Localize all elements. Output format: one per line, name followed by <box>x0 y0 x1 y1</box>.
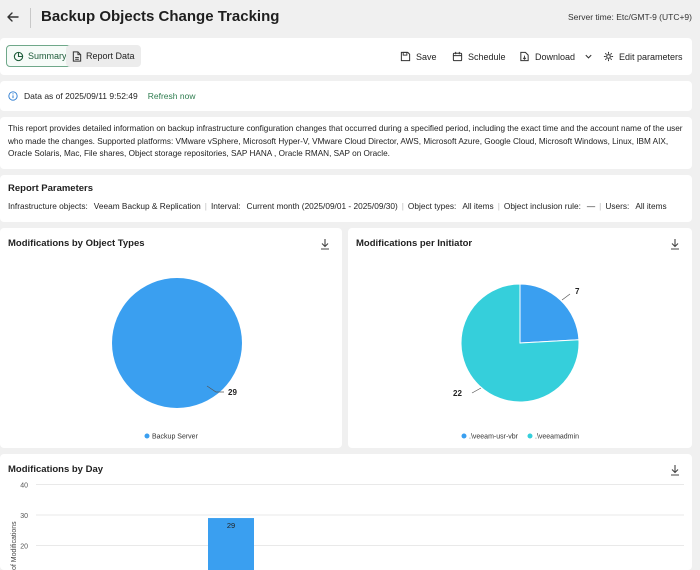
description-card: This report provides detailed informatio… <box>0 117 692 169</box>
param-value: Current month (2025/09/01 - 2025/09/30) <box>246 201 398 211</box>
tab-summary[interactable]: Summary <box>6 45 74 67</box>
pie-chart-initiator: 7 22 .\veeam-usr-vbr .\veeamadmin <box>453 283 580 441</box>
bar[interactable] <box>208 518 254 570</box>
download-label: Download <box>535 51 576 62</box>
legend-entry: Backup Server <box>152 434 199 441</box>
param-label: Users: <box>605 201 630 211</box>
bar-chart-by-day: 20 30 40 of Modifications 29 <box>11 483 684 570</box>
y-tick-label: 40 <box>20 483 28 490</box>
download-icon[interactable] <box>320 238 330 250</box>
chart-card-object-types: Modifications by Object Types 29 Backup … <box>0 228 342 448</box>
pie-slices <box>460 283 580 403</box>
pie-slice-1[interactable] <box>460 283 580 403</box>
data-label: 29 <box>228 388 237 397</box>
summary-icon <box>13 51 24 61</box>
param-label: Object inclusion rule: <box>503 201 581 211</box>
download-button[interactable]: Download <box>519 51 593 62</box>
gridlines: 20 30 40 <box>20 483 684 551</box>
toolbar: Summary Report Data Save Schedule Downlo… <box>0 38 692 75</box>
save-button[interactable]: Save <box>400 51 437 62</box>
data-label-leader <box>206 385 224 393</box>
legend-marker <box>144 433 150 439</box>
param-label: Infrastructure objects: <box>8 201 88 211</box>
download-file-icon <box>520 51 529 62</box>
schedule-button[interactable]: Schedule <box>452 51 506 62</box>
chart-title: Modifications per Initiator <box>356 238 473 249</box>
param-value: All items <box>462 201 494 211</box>
gear-icon <box>603 51 614 62</box>
edit-parameters-label: Edit parameters <box>619 51 683 62</box>
param-value: All items <box>635 201 667 211</box>
chevron-down-icon <box>585 54 592 59</box>
param-separator: | <box>497 201 500 211</box>
calendar-icon <box>452 51 463 62</box>
legend-marker <box>527 433 533 439</box>
chart-title: Modifications by Day <box>8 464 104 475</box>
report-parameters-list: Infrastructure objects: Veeam Backup & R… <box>8 201 667 211</box>
data-label: 22 <box>453 389 462 398</box>
tab-report-data-label: Report Data <box>86 51 135 61</box>
chart-card-by-day: Modifications by Day 20 30 40 of Modificat… <box>0 454 692 570</box>
document-icon <box>72 50 82 62</box>
data-info-bar: Data as of 2025/09/11 9:52:49 Refresh no… <box>0 81 692 111</box>
data-label-leader <box>561 293 571 301</box>
page-title: Backup Objects Change Tracking <box>41 8 280 25</box>
legend-marker <box>461 433 467 439</box>
edit-parameters-button[interactable]: Edit parameters <box>603 51 683 62</box>
legend-entry: .\veeam-usr-vbr <box>469 434 519 441</box>
save-icon <box>400 51 411 62</box>
param-separator: | <box>401 201 404 211</box>
download-icon[interactable] <box>670 238 680 250</box>
header-divider <box>30 8 31 28</box>
param-separator: | <box>599 201 602 211</box>
chart-card-initiator: Modifications per Initiator 7 22 .\veeam… <box>348 228 692 448</box>
legend-entry: .\veeamadmin <box>535 434 579 441</box>
schedule-label: Schedule <box>468 51 506 62</box>
report-parameters-title: Report Parameters <box>8 183 94 194</box>
data-label: 7 <box>575 287 580 296</box>
tab-summary-label: Summary <box>28 51 67 61</box>
pie-slice-backup-server[interactable] <box>112 278 242 408</box>
back-arrow-icon[interactable] <box>6 10 20 24</box>
report-parameters-card: Report Parameters Infrastructure objects… <box>0 175 692 222</box>
refresh-now-link[interactable]: Refresh now <box>147 91 196 101</box>
param-separator: | <box>204 201 207 211</box>
save-label: Save <box>416 51 437 62</box>
param-value: Veeam Backup & Replication <box>93 201 201 211</box>
info-icon <box>8 91 18 101</box>
server-time: Server time: Etc/GMT-9 (UTC+9) <box>568 12 692 22</box>
chart-title: Modifications by Object Types <box>8 238 145 249</box>
report-description: This report provides detailed informatio… <box>8 124 683 158</box>
y-tick-label: 20 <box>20 544 28 551</box>
tab-report-data[interactable]: Report Data <box>66 45 141 67</box>
bars: 29 <box>208 518 254 570</box>
param-label: Interval: <box>210 201 241 211</box>
data-as-of: Data as of 2025/09/11 9:52:49 <box>24 91 138 101</box>
y-tick-label: 30 <box>20 513 28 520</box>
y-axis-label: of Modifications <box>11 521 18 570</box>
data-label-leader <box>471 387 482 394</box>
param-value: — <box>586 201 596 211</box>
pie-chart-object-types: 29 Backup Server <box>112 278 242 441</box>
top-bar: Backup Objects Change Tracking Server ti… <box>0 0 700 36</box>
param-label: Object types: <box>407 201 457 211</box>
download-icon[interactable] <box>670 464 680 476</box>
bar-data-label: 29 <box>227 521 235 530</box>
pie-slice-0[interactable] <box>519 283 580 344</box>
